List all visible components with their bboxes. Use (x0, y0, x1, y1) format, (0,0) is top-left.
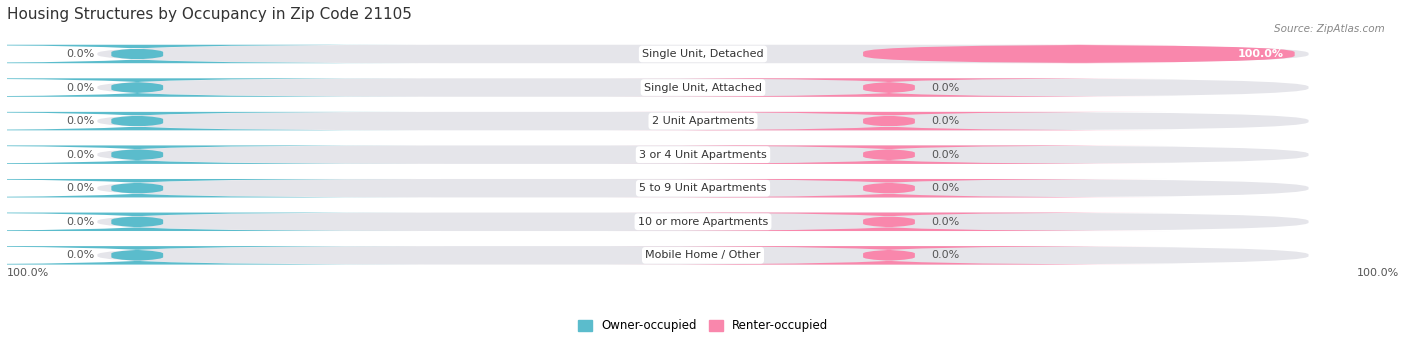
Text: 2 Unit Apartments: 2 Unit Apartments (652, 116, 754, 126)
Text: 0.0%: 0.0% (66, 150, 94, 160)
Text: 3 or 4 Unit Apartments: 3 or 4 Unit Apartments (640, 150, 766, 160)
Text: 5 to 9 Unit Apartments: 5 to 9 Unit Apartments (640, 183, 766, 193)
FancyBboxPatch shape (97, 246, 1309, 265)
Text: 0.0%: 0.0% (66, 83, 94, 92)
FancyBboxPatch shape (97, 45, 1309, 63)
FancyBboxPatch shape (863, 45, 1295, 63)
Text: 0.0%: 0.0% (66, 250, 94, 260)
FancyBboxPatch shape (609, 246, 1170, 265)
Text: 0.0%: 0.0% (932, 250, 960, 260)
FancyBboxPatch shape (0, 179, 418, 197)
Text: 100.0%: 100.0% (1357, 268, 1399, 278)
FancyBboxPatch shape (97, 179, 1309, 197)
Text: 100.0%: 100.0% (7, 268, 49, 278)
Text: 0.0%: 0.0% (66, 217, 94, 227)
FancyBboxPatch shape (0, 112, 418, 130)
Text: 0.0%: 0.0% (66, 116, 94, 126)
Text: Single Unit, Detached: Single Unit, Detached (643, 49, 763, 59)
FancyBboxPatch shape (609, 179, 1170, 197)
Text: 0.0%: 0.0% (66, 49, 94, 59)
Legend: Owner-occupied, Renter-occupied: Owner-occupied, Renter-occupied (578, 320, 828, 332)
Text: Mobile Home / Other: Mobile Home / Other (645, 250, 761, 260)
FancyBboxPatch shape (97, 212, 1309, 231)
Text: Housing Structures by Occupancy in Zip Code 21105: Housing Structures by Occupancy in Zip C… (7, 7, 412, 22)
Text: Single Unit, Attached: Single Unit, Attached (644, 83, 762, 92)
FancyBboxPatch shape (609, 212, 1170, 231)
FancyBboxPatch shape (609, 145, 1170, 164)
Text: 100.0%: 100.0% (1237, 49, 1284, 59)
Text: 0.0%: 0.0% (932, 183, 960, 193)
FancyBboxPatch shape (609, 112, 1170, 130)
Text: 0.0%: 0.0% (932, 116, 960, 126)
FancyBboxPatch shape (609, 78, 1170, 97)
FancyBboxPatch shape (0, 45, 418, 63)
FancyBboxPatch shape (0, 212, 418, 231)
Text: 0.0%: 0.0% (932, 217, 960, 227)
FancyBboxPatch shape (0, 145, 418, 164)
FancyBboxPatch shape (97, 78, 1309, 97)
Text: 0.0%: 0.0% (932, 150, 960, 160)
Text: 0.0%: 0.0% (66, 183, 94, 193)
FancyBboxPatch shape (97, 145, 1309, 164)
Text: 0.0%: 0.0% (932, 83, 960, 92)
FancyBboxPatch shape (97, 112, 1309, 130)
Text: 10 or more Apartments: 10 or more Apartments (638, 217, 768, 227)
FancyBboxPatch shape (0, 246, 418, 265)
Text: Source: ZipAtlas.com: Source: ZipAtlas.com (1274, 24, 1385, 34)
FancyBboxPatch shape (0, 78, 418, 97)
